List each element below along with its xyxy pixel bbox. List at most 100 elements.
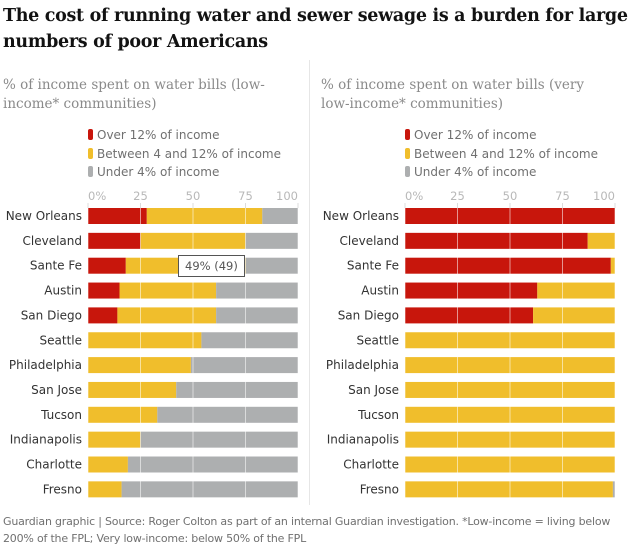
bar-segment-between [610, 257, 615, 274]
bar-segment-over12 [88, 257, 126, 274]
category-label: Philadelphia [9, 358, 82, 372]
bar-segment-between [88, 381, 177, 398]
legend-label: Over 12% of income [97, 128, 220, 142]
category-label: Sante Fe [30, 259, 82, 273]
bar-segment-under4 [127, 456, 299, 473]
x-tick-label: 25 [133, 189, 148, 203]
bar-segment-over12 [405, 257, 611, 274]
legend-swatch-under4 [405, 166, 410, 177]
bar-segment-under4 [140, 431, 298, 448]
bar-segment-under4 [216, 282, 298, 299]
category-label: Charlotte [343, 458, 399, 472]
legend-swatch-under4 [88, 166, 93, 177]
legend-label: Between 4 and 12% of income [414, 146, 598, 161]
category-label: Philadelphia [326, 358, 399, 372]
category-label: New Orleans [6, 209, 82, 223]
bar-segment-under4 [157, 406, 298, 423]
bar-segment-under4 [176, 381, 298, 398]
legend-item-between: Between 4 and 12% of income [405, 145, 598, 164]
bar-segment-under4 [216, 307, 298, 324]
bar-segment-between [587, 232, 615, 249]
legend-item-over12: Over 12% of income [405, 126, 598, 145]
x-tick-label: 75 [238, 189, 253, 203]
bar-segment-over12 [405, 232, 588, 249]
legend-swatch-between [405, 147, 410, 159]
bar-segment-over12 [88, 232, 141, 249]
x-tick-label: 0% [88, 189, 106, 203]
category-label: Indianapolis [327, 433, 399, 447]
bar-chart-very-low-income: 0% 25 50 75 100 New Orleans Cleveland Sante Fe A… [323, 189, 616, 506]
bar-segment-under4 [245, 232, 298, 249]
panel-subtitle: % of income spent on water bills (very l… [321, 77, 584, 112]
x-tick-label: 75 [555, 189, 570, 203]
category-label: Cleveland [23, 234, 83, 248]
legend-swatch-over12 [88, 129, 93, 140]
bar-segment-between [88, 332, 202, 349]
bar-segment-under4 [245, 257, 298, 274]
legend-swatch-over12 [405, 129, 410, 140]
legend-label: Between 4 and 12% of income [97, 146, 281, 161]
category-label: San Diego [21, 308, 82, 322]
bar-segment-over12 [405, 282, 538, 299]
bar-segment-over12 [88, 208, 147, 224]
category-label: New Orleans [323, 209, 399, 223]
bar-segment-between [537, 282, 615, 299]
bar-segment-under4 [190, 357, 298, 374]
category-label: Austin [361, 284, 399, 298]
bar-segment-under4 [262, 208, 298, 224]
category-label: Fresno [360, 482, 399, 496]
legend-label: Under 4% of income [97, 165, 220, 179]
category-label: San Jose [348, 383, 399, 397]
legend-item-over12: Over 12% of income [88, 126, 281, 145]
legend: Over 12% of income Between 4 and 12% of … [405, 126, 598, 182]
legend-label: Under 4% of income [414, 165, 537, 179]
legend-swatch-between [88, 147, 93, 159]
bar-segment-between [405, 481, 613, 498]
chart-title: The cost of running water and sewer sewa… [3, 6, 628, 52]
bar-segment-under4 [121, 481, 298, 498]
bar-segment-between [88, 431, 141, 448]
bar-segment-over12 [405, 307, 534, 324]
category-label: Charlotte [26, 458, 82, 472]
hover-tooltip: 49% (49) [178, 254, 245, 277]
category-label: Seattle [357, 333, 399, 347]
bar-segment-under4 [612, 481, 615, 498]
category-label: Tucson [40, 408, 82, 422]
category-label: Indianapolis [10, 433, 82, 447]
bar-segment-between [88, 481, 122, 498]
bar-segment-under4 [201, 332, 298, 349]
bar-segment-over12 [88, 282, 120, 299]
legend-item-under4: Under 4% of income [405, 163, 598, 182]
x-tick-label: 25 [450, 189, 465, 203]
legend-item-under4: Under 4% of income [88, 163, 281, 182]
category-label: Sante Fe [347, 259, 399, 273]
category-label: San Jose [31, 383, 82, 397]
bar-segment-between [88, 456, 128, 473]
panel-low-income: % of income spent on water bills (low-in… [0, 76, 310, 506]
x-tick-label: 50 [186, 189, 201, 203]
category-label: San Diego [338, 308, 399, 322]
bar-segment-between [88, 357, 191, 374]
category-label: Seattle [40, 333, 82, 347]
legend-label: Over 12% of income [414, 128, 537, 142]
x-tick-label: 50 [503, 189, 518, 203]
category-label: Cleveland [340, 234, 400, 248]
bar-segment-between [146, 208, 263, 224]
source-footnote: Guardian graphic | Source: Roger Colton … [3, 515, 611, 545]
bar-segment-between [119, 282, 217, 299]
bar-segment-between [117, 307, 217, 324]
x-tick-label: 100 [276, 189, 298, 203]
category-label: Fresno [43, 482, 82, 496]
bar-segment-between [88, 406, 158, 423]
x-tick-label: 0% [405, 189, 423, 203]
bar-chart-low-income: 0% 25 50 75 100 New Orleans Cleveland Sante Fe A… [6, 189, 299, 506]
panel-very-low-income: % of income spent on water bills (very l… [318, 76, 628, 506]
bar-segment-between [533, 307, 615, 324]
panel-divider [309, 60, 310, 505]
category-label: Austin [44, 284, 82, 298]
category-label: Tucson [357, 408, 399, 422]
bar-segment-over12 [88, 307, 118, 324]
panel-subtitle: % of income spent on water bills (low-in… [3, 77, 265, 112]
legend: Over 12% of income Between 4 and 12% of … [88, 126, 281, 182]
x-tick-label: 100 [593, 189, 615, 203]
